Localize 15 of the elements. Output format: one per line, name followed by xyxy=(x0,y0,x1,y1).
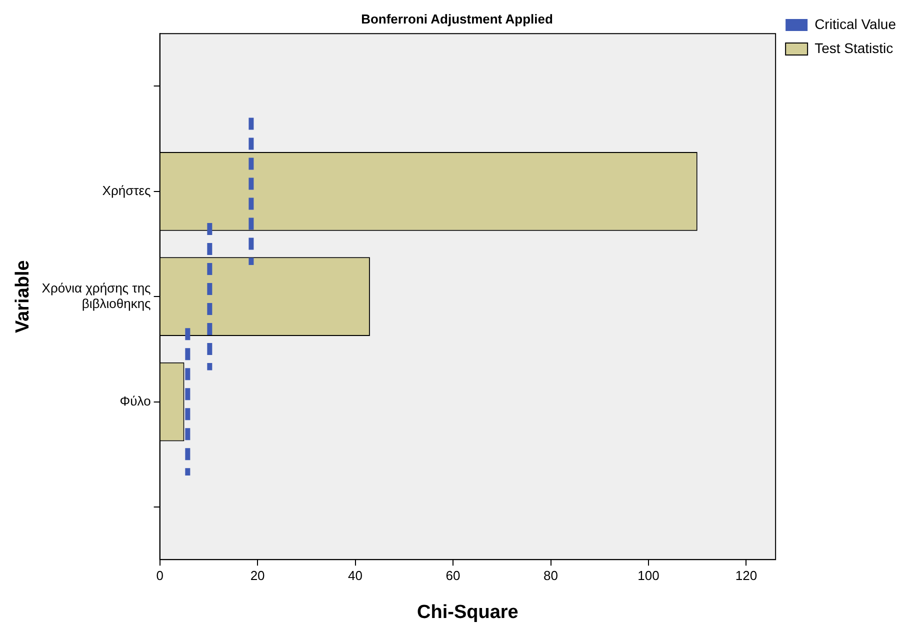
x-tick-label: 20 xyxy=(250,568,265,583)
x-axis-title: Chi-Square xyxy=(417,602,518,623)
x-tick-label: 120 xyxy=(735,568,758,583)
y-axis-title: Variable xyxy=(12,260,34,334)
y-tick-label: Χρόνια χρήσης της βιβλιοθηκης xyxy=(42,280,151,311)
x-tick-label: 60 xyxy=(446,568,460,583)
x-tick-label: 40 xyxy=(348,568,363,583)
x-tick-label: 80 xyxy=(544,568,558,583)
y-tick-label: Χρήστες xyxy=(102,182,151,198)
x-tick-label: 100 xyxy=(638,568,660,583)
x-tick-label: 0 xyxy=(156,568,164,583)
chart-title: Bonferroni Adjustment Applied xyxy=(361,11,553,26)
legend-label: Test Statistic xyxy=(814,40,894,56)
legend-label: Critical Value xyxy=(814,16,896,32)
y-tick-label: Φύλο xyxy=(120,393,151,408)
